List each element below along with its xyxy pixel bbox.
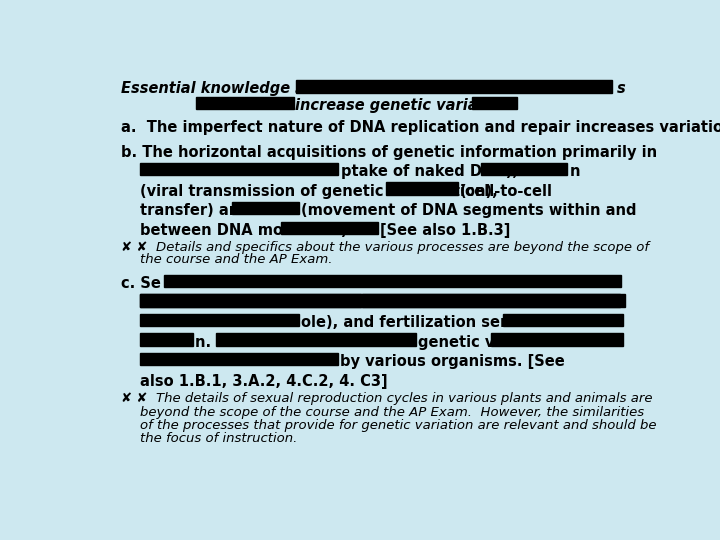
- Text: between DNA molecules) i: between DNA molecules) i: [140, 223, 358, 238]
- Text: of the processes that provide for genetic variation are relevant and should be: of the processes that provide for geneti…: [140, 419, 657, 432]
- FancyBboxPatch shape: [233, 202, 300, 214]
- FancyBboxPatch shape: [140, 353, 338, 366]
- Text: s: s: [617, 82, 626, 97]
- Text: also 1.B.1, 3.A.2, 4.C.2, 4. C3]: also 1.B.1, 3.A.2, 4.C.2, 4. C3]: [140, 374, 388, 389]
- Text: ptake of naked DNA),: ptake of naked DNA),: [341, 164, 518, 179]
- Text: genetic vari: genetic vari: [418, 335, 517, 350]
- Text: transfer) and tr: transfer) and tr: [140, 203, 269, 218]
- Text: [See also 1.B.3]: [See also 1.B.3]: [380, 223, 510, 238]
- Text: (viral transmission of genetic information),: (viral transmission of genetic informati…: [140, 184, 498, 199]
- FancyBboxPatch shape: [163, 275, 621, 287]
- Text: Essential knowledge 3.C.2: Essential knowledge 3.C.2: [121, 82, 337, 97]
- Text: the focus of instruction.: the focus of instruction.: [140, 433, 297, 446]
- FancyBboxPatch shape: [281, 221, 379, 234]
- FancyBboxPatch shape: [481, 163, 567, 176]
- Text: ✘ ✘  The details of sexual reproduction cycles in various plants and animals are: ✘ ✘ The details of sexual reproduction c…: [121, 393, 652, 406]
- FancyBboxPatch shape: [490, 333, 623, 346]
- FancyBboxPatch shape: [362, 294, 624, 307]
- Text: ole and in l...: ole and in l...: [362, 295, 471, 310]
- Text: beyond the scope of the course and the AP Exam.  However, the similarities: beyond the scope of the course and the A…: [140, 406, 644, 419]
- FancyBboxPatch shape: [297, 80, 612, 93]
- FancyBboxPatch shape: [215, 333, 416, 346]
- Text: increase genetic variation.: increase genetic variation.: [295, 98, 516, 113]
- Text: n: n: [570, 164, 580, 179]
- Text: ✘ ✘  Details and specifics about the various processes are beyond the scope of: ✘ ✘ Details and specifics about the vari…: [121, 241, 649, 254]
- FancyBboxPatch shape: [472, 97, 517, 109]
- Text: (movement of DNA segments within and: (movement of DNA segments within and: [301, 203, 636, 218]
- FancyBboxPatch shape: [140, 294, 620, 307]
- Text: n. R: n. R: [195, 335, 228, 350]
- Text: a.  The imperfect nature of DNA replication and repair increases variation.: a. The imperfect nature of DNA replicati…: [121, 120, 720, 134]
- FancyBboxPatch shape: [386, 183, 459, 195]
- Text: b. The horizontal acquisitions of genetic information primarily in: b. The horizontal acquisitions of geneti…: [121, 145, 657, 160]
- FancyBboxPatch shape: [140, 333, 193, 346]
- FancyBboxPatch shape: [140, 294, 361, 307]
- Text: c. Se: c. Se: [121, 276, 161, 291]
- FancyBboxPatch shape: [503, 314, 623, 326]
- FancyBboxPatch shape: [140, 163, 338, 176]
- Text: the course and the AP Exam.: the course and the AP Exam.: [140, 253, 333, 266]
- Text: by various organisms. [See: by various organisms. [See: [340, 354, 564, 369]
- FancyBboxPatch shape: [196, 97, 294, 109]
- Text: (cell-to-cell: (cell-to-cell: [460, 184, 553, 199]
- FancyBboxPatch shape: [140, 314, 300, 326]
- Text: ole), and fertilization serve to incr: ole), and fertilization serve to incr: [301, 315, 585, 330]
